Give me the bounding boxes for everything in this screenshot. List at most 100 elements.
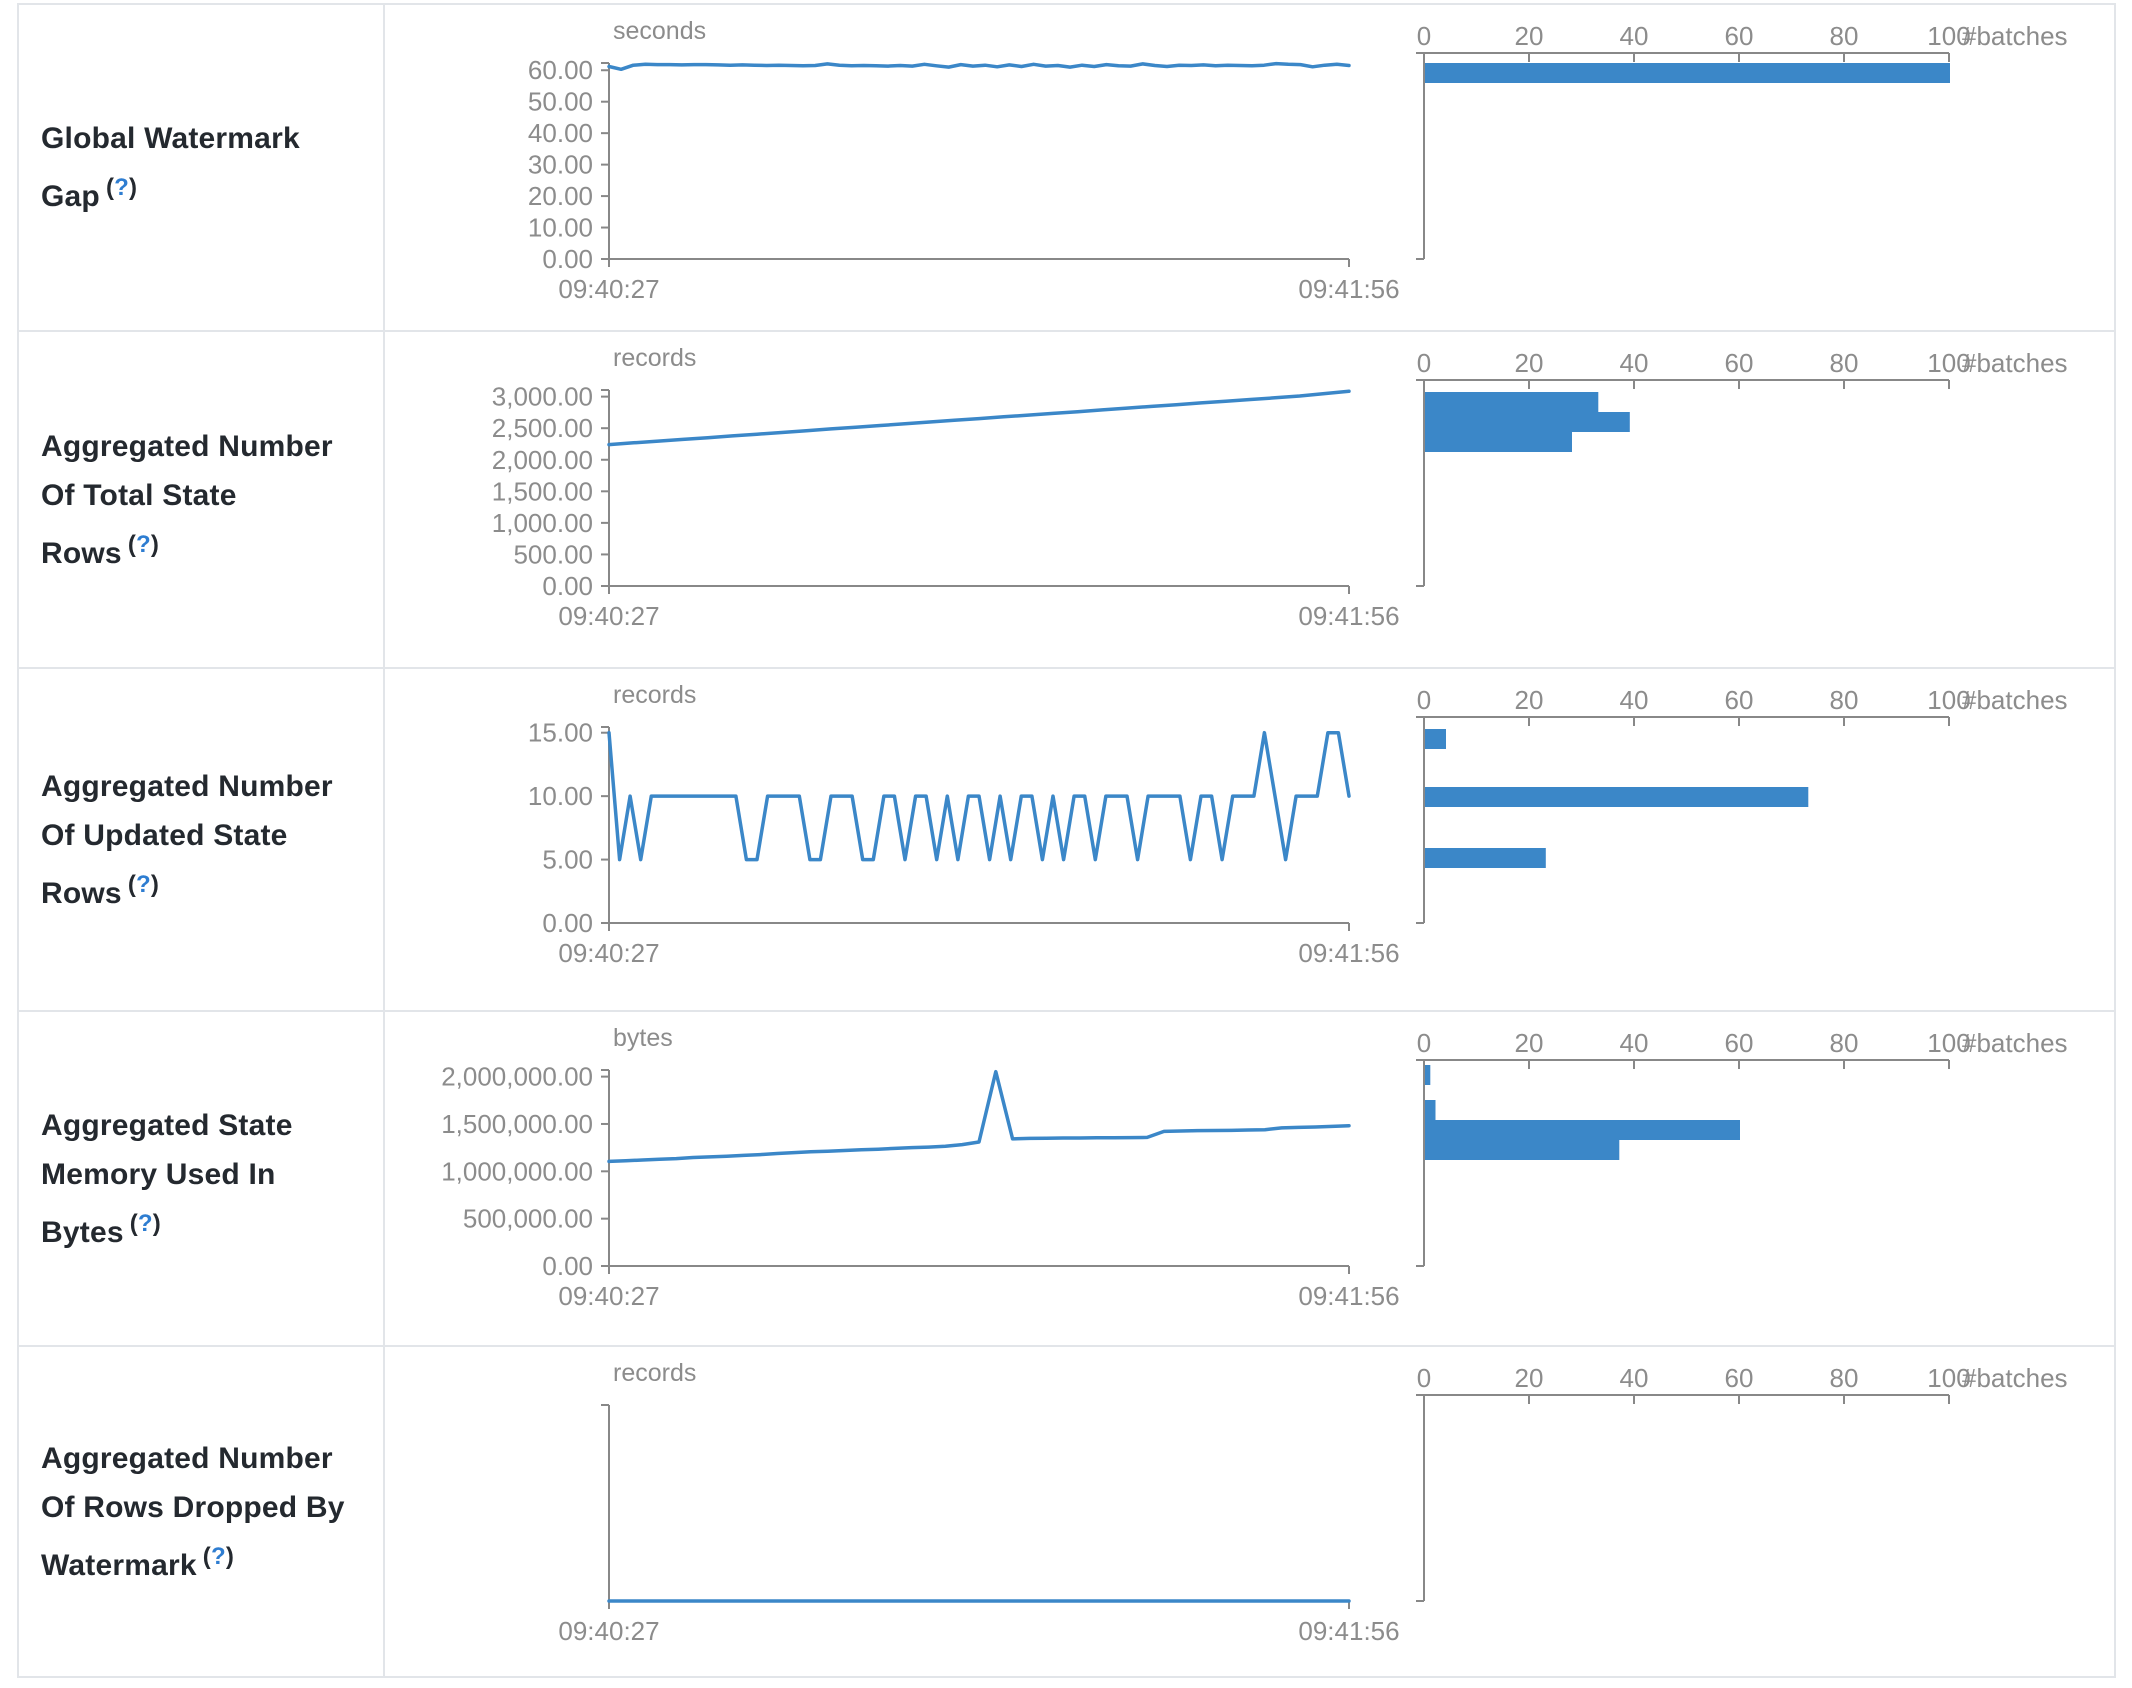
timeline-and-histogram-chart: seconds 60.0050.0040.0030.0020.0010.000.0… bbox=[528, 17, 2068, 304]
svg-text:60.00: 60.00 bbox=[528, 55, 593, 85]
svg-text:40.00: 40.00 bbox=[528, 118, 593, 148]
help-link[interactable]: (?) bbox=[106, 174, 137, 201]
metric-row-state-memory-used: Aggregated State Memory Used In Bytes (?)… bbox=[19, 1010, 2114, 1345]
svg-text:09:40:27: 09:40:27 bbox=[558, 601, 659, 631]
svg-text:2,000,000.00: 2,000,000.00 bbox=[441, 1062, 593, 1092]
svg-text:0: 0 bbox=[1417, 685, 1431, 715]
svg-text:15.00: 15.00 bbox=[528, 718, 593, 748]
metric-name-text: Aggregated Number Of Rows Dropped By Wat… bbox=[41, 1441, 345, 1582]
svg-text:records: records bbox=[613, 681, 696, 709]
metric-name-text: Aggregated Number Of Updated State Rows bbox=[41, 769, 333, 910]
svg-text:500,000.00: 500,000.00 bbox=[463, 1204, 593, 1234]
svg-text:100: 100 bbox=[1927, 1028, 1970, 1058]
svg-text:3,000.00: 3,000.00 bbox=[492, 382, 593, 412]
svg-text:10.00: 10.00 bbox=[528, 781, 593, 811]
svg-text:80: 80 bbox=[1830, 1028, 1859, 1058]
help-link[interactable]: (?) bbox=[203, 1543, 234, 1570]
svg-text:records: records bbox=[613, 344, 696, 372]
help-paren-open: ( bbox=[127, 870, 137, 898]
question-mark-icon: ? bbox=[137, 1209, 153, 1237]
svg-text:#batches: #batches bbox=[1962, 348, 2068, 378]
metric-name-text: Aggregated State Memory Used In Bytes bbox=[41, 1108, 293, 1249]
help-paren-close: ) bbox=[150, 530, 160, 558]
chart-cell: records 09:40:27 09:41:56 0 20 40 60 80 100 #batc… bbox=[385, 1347, 2114, 1676]
metric-label-cell: Aggregated Number Of Rows Dropped By Wat… bbox=[19, 1347, 385, 1676]
svg-text:#batches: #batches bbox=[1962, 1028, 2068, 1058]
svg-text:09:40:27: 09:40:27 bbox=[558, 274, 659, 304]
help-link[interactable]: (?) bbox=[130, 1210, 161, 1237]
svg-text:1,000.00: 1,000.00 bbox=[492, 508, 593, 538]
svg-text:#batches: #batches bbox=[1962, 1363, 2068, 1393]
svg-text:20: 20 bbox=[1515, 21, 1544, 51]
svg-text:0.00: 0.00 bbox=[542, 1251, 593, 1281]
svg-text:80: 80 bbox=[1830, 685, 1859, 715]
svg-text:2,500.00: 2,500.00 bbox=[492, 413, 593, 443]
svg-text:50.00: 50.00 bbox=[528, 87, 593, 117]
svg-text:2,000.00: 2,000.00 bbox=[492, 445, 593, 475]
streaming-query-statistics-table: Global Watermark Gap (?) seconds 60.00 50.0… bbox=[17, 3, 2116, 1678]
help-paren-open: ( bbox=[105, 174, 115, 201]
metric-row-updated-state-rows: Aggregated Number Of Updated State Rows(… bbox=[19, 667, 2114, 1010]
svg-text:09:41:56: 09:41:56 bbox=[1298, 1616, 1399, 1646]
timeline-and-histogram-chart: records 09:40:27 09:41:56 0 20 40 60 80 100#batc… bbox=[558, 1359, 2068, 1646]
svg-text:20: 20 bbox=[1515, 1363, 1544, 1393]
svg-text:20.00: 20.00 bbox=[528, 181, 593, 211]
svg-text:#batches: #batches bbox=[1962, 685, 2068, 715]
svg-text:0.00: 0.00 bbox=[542, 244, 593, 274]
svg-text:20: 20 bbox=[1515, 348, 1544, 378]
svg-text:5.00: 5.00 bbox=[542, 845, 593, 875]
help-paren-open: ( bbox=[202, 1542, 211, 1570]
svg-text:09:40:27: 09:40:27 bbox=[558, 1281, 659, 1311]
help-paren-close: ) bbox=[150, 870, 160, 898]
svg-text:100: 100 bbox=[1927, 1363, 1970, 1393]
chart-cell: records 3,000.00 2,500.00 2,000.00 1,500.00 1… bbox=[385, 332, 2114, 667]
help-link[interactable]: (?) bbox=[128, 871, 159, 898]
svg-text:0: 0 bbox=[1417, 348, 1431, 378]
metric-name: Aggregated Number Of Rows Dropped By Wat… bbox=[41, 1434, 363, 1590]
chart-cell: records 15.00 10.00 5.00 0.00 09:40:27 09:41:5… bbox=[385, 669, 2114, 1010]
svg-text:100: 100 bbox=[1927, 21, 1970, 51]
metric-name-text: Aggregated Number Of Total State Rows bbox=[41, 429, 333, 570]
svg-text:1,500,000.00: 1,500,000.00 bbox=[441, 1109, 593, 1139]
svg-text:09:40:27: 09:40:27 bbox=[558, 938, 659, 968]
svg-text:100: 100 bbox=[1927, 348, 1970, 378]
svg-text:bytes: bytes bbox=[613, 1024, 673, 1052]
question-mark-icon: ? bbox=[136, 530, 151, 558]
help-paren-close: ) bbox=[225, 1542, 235, 1570]
svg-text:80: 80 bbox=[1830, 348, 1859, 378]
svg-text:80: 80 bbox=[1830, 1363, 1859, 1393]
svg-text:500.00: 500.00 bbox=[513, 539, 593, 569]
timeline-and-histogram-chart: records3,000.002,500.002,000.001,500.001… bbox=[492, 344, 2068, 631]
metric-name: Aggregated State Memory Used In Bytes (?) bbox=[41, 1101, 363, 1257]
svg-text:40: 40 bbox=[1620, 348, 1649, 378]
question-mark-icon: ? bbox=[114, 174, 130, 201]
metric-label-cell: Aggregated Number Of Total State Rows (?) bbox=[19, 332, 385, 667]
question-mark-icon: ? bbox=[136, 870, 151, 898]
svg-text:40: 40 bbox=[1620, 1028, 1649, 1058]
question-mark-icon: ? bbox=[210, 1542, 226, 1570]
svg-text:30.00: 30.00 bbox=[528, 150, 593, 180]
svg-text:records: records bbox=[613, 1359, 696, 1387]
svg-text:09:41:56: 09:41:56 bbox=[1298, 938, 1399, 968]
svg-text:60: 60 bbox=[1725, 1028, 1754, 1058]
metric-name-text: Global Watermark Gap bbox=[41, 122, 300, 213]
svg-text:60: 60 bbox=[1725, 685, 1754, 715]
metric-row-global-watermark-gap: Global Watermark Gap (?) seconds 60.00 50.0… bbox=[19, 5, 2114, 330]
svg-text:0.00: 0.00 bbox=[542, 908, 593, 938]
svg-text:20: 20 bbox=[1515, 1028, 1544, 1058]
svg-text:10.00: 10.00 bbox=[528, 213, 593, 243]
metric-label-cell: Global Watermark Gap (?) bbox=[19, 5, 385, 330]
svg-text:0: 0 bbox=[1417, 21, 1431, 51]
svg-text:09:41:56: 09:41:56 bbox=[1298, 1281, 1399, 1311]
svg-text:1,000,000.00: 1,000,000.00 bbox=[441, 1156, 593, 1186]
metric-row-rows-dropped-by-watermark: Aggregated Number Of Rows Dropped By Wat… bbox=[19, 1345, 2114, 1676]
metric-name: Aggregated Number Of Total State Rows (?) bbox=[41, 422, 363, 578]
help-paren-close: ) bbox=[129, 174, 138, 201]
metric-name: Aggregated Number Of Updated State Rows(… bbox=[41, 762, 363, 918]
help-link[interactable]: (?) bbox=[128, 531, 159, 558]
svg-text:0: 0 bbox=[1417, 1363, 1431, 1393]
svg-text:20: 20 bbox=[1515, 685, 1544, 715]
svg-text:60: 60 bbox=[1725, 348, 1754, 378]
svg-text:40: 40 bbox=[1620, 1363, 1649, 1393]
